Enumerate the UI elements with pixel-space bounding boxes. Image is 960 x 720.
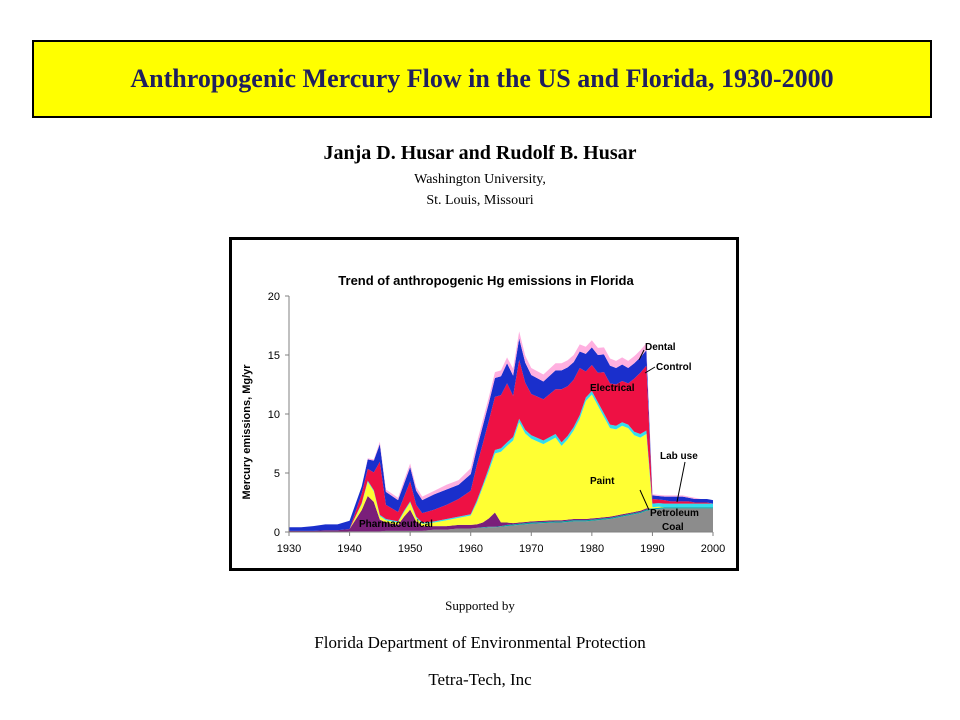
stacked-areas — [289, 331, 713, 532]
y-tick-label: 0 — [274, 527, 280, 539]
label-dental: Dental — [645, 342, 676, 353]
y-tick-label: 5 — [274, 468, 280, 480]
x-tick-label: 1960 — [458, 543, 482, 555]
supported-by-label: Supported by — [445, 598, 515, 613]
area-series-paint — [289, 394, 713, 531]
x-tick-label: 1930 — [277, 543, 301, 555]
y-tick-label: 10 — [268, 409, 280, 421]
area-series-control — [289, 338, 713, 531]
axes: 0 5 10 15 20 1930 1940 1950 1960 1970 1980 1990 2000 — [268, 291, 725, 555]
label-lab-use: Lab use — [660, 451, 698, 462]
x-tick-label: 1980 — [580, 543, 604, 555]
title-banner: Anthropogenic Mercury Flow in the US and… — [32, 40, 932, 118]
mercury-emissions-chart: Trend of anthropogenic Hg emissions in F… — [241, 273, 725, 555]
label-electrical: Electrical — [590, 383, 635, 394]
sponsor-fdep: Florida Department of Environmental Prot… — [314, 633, 646, 652]
authors: Janja D. Husar and Rudolf B. Husar — [323, 142, 637, 164]
sponsor-tetra-tech: Tetra-Tech, Inc — [428, 670, 532, 689]
area-series-pharmaceutical — [289, 496, 713, 532]
series-labels: Dental Control Electrical Lab use Paint … — [359, 342, 699, 533]
label-paint: Paint — [590, 476, 615, 487]
dental-pointer — [638, 349, 645, 361]
x-tick-label: 1990 — [640, 543, 664, 555]
control-pointer — [644, 366, 656, 374]
lab-use-pointer — [676, 461, 686, 503]
label-pharmaceutical: Pharmaceutical — [359, 519, 433, 530]
y-tick-label: 20 — [268, 291, 280, 303]
label-control: Control — [656, 362, 692, 373]
x-tick-label: 1970 — [519, 543, 543, 555]
label-petroleum: Petroleum — [650, 508, 699, 519]
y-tick-label: 15 — [268, 350, 280, 362]
area-series-dental — [289, 331, 713, 528]
label-coal: Coal — [662, 522, 684, 533]
y-axis-label: Mercury emissions, Mg/yr — [241, 364, 253, 500]
affiliation-line-2: St. Louis, Missouri — [426, 193, 534, 208]
area-series-electrical — [289, 359, 713, 531]
petroleum-pointer — [639, 489, 650, 511]
area-series-coal — [289, 508, 713, 532]
chart-frame: Trend of anthropogenic Hg emissions in F… — [229, 237, 739, 571]
page-title: Anthropogenic Mercury Flow in the US and… — [130, 64, 834, 93]
x-tick-label: 1950 — [398, 543, 422, 555]
x-tick-label: 1940 — [337, 543, 361, 555]
x-tick-label: 2000 — [701, 543, 725, 555]
chart-title: Trend of anthropogenic Hg emissions in F… — [338, 273, 634, 288]
affiliation-line-1: Washington University, — [414, 172, 546, 187]
